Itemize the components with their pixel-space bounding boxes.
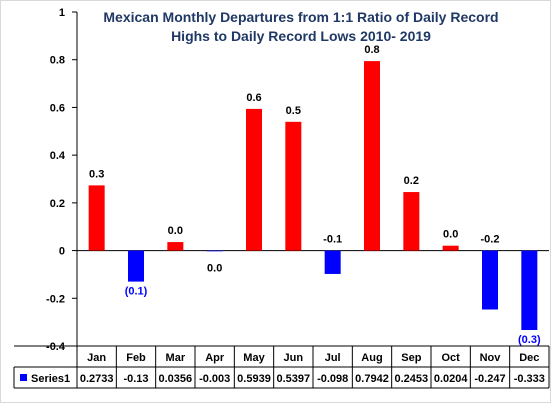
chart-title-line: Highs to Daily Record Lows 2010- 2019 xyxy=(171,28,431,44)
table-value-cell: -0.003 xyxy=(199,373,230,385)
category-label: Apr xyxy=(205,352,225,364)
table-value-cell: 0.5397 xyxy=(277,373,311,385)
legend-series-name: Series1 xyxy=(31,373,70,385)
table-value-cell: 0.5939 xyxy=(237,373,271,385)
y-tick-label: -0.2 xyxy=(46,293,65,305)
table-value-cell: -0.13 xyxy=(123,373,148,385)
bar-jul xyxy=(324,250,341,274)
bar-dec xyxy=(521,250,538,331)
category-label: Mar xyxy=(166,352,186,364)
y-tick-label: 0.6 xyxy=(50,102,65,114)
bar-jun xyxy=(285,121,302,251)
data-label: (0.1) xyxy=(125,286,148,298)
y-tick-label: 0.4 xyxy=(50,150,66,162)
data-label: 0.0 xyxy=(443,229,458,241)
y-tick-label: -0.4 xyxy=(46,341,66,353)
table-value-cell: 0.0204 xyxy=(434,373,469,385)
legend-key-swatch xyxy=(20,374,27,381)
data-label: 0.8 xyxy=(364,44,379,56)
table-value-cell: 0.0356 xyxy=(159,373,193,385)
category-label: Dec xyxy=(519,352,539,364)
table-value-cell: -0.333 xyxy=(514,373,545,385)
bar-nov xyxy=(482,250,498,310)
table-value-cell: 0.7942 xyxy=(355,373,389,385)
data-label: (0.3) xyxy=(518,334,541,346)
table-value-cell: 0.2733 xyxy=(80,373,114,385)
category-label: Jun xyxy=(284,352,304,364)
data-label: 0.3 xyxy=(89,168,104,180)
bar-jan xyxy=(88,185,105,251)
data-label: 0.2 xyxy=(404,175,419,187)
category-label: Nov xyxy=(480,352,502,364)
bar-oct xyxy=(442,245,459,251)
data-label: 0.0 xyxy=(207,263,222,275)
category-label: Oct xyxy=(441,352,460,364)
bar-sep xyxy=(403,192,420,251)
category-label: Aug xyxy=(361,352,382,364)
bar-apr xyxy=(206,250,223,252)
bar-aug xyxy=(364,61,380,251)
y-tick-label: 0.2 xyxy=(50,198,65,210)
bar-feb xyxy=(128,250,144,282)
y-tick-label: 0.8 xyxy=(50,55,65,67)
data-label: 0.0 xyxy=(168,225,183,237)
y-tick-label: 1 xyxy=(59,7,65,19)
category-label: May xyxy=(243,352,265,364)
table-value-cell: -0.247 xyxy=(474,373,505,385)
bar-mar xyxy=(167,242,184,251)
table-value-cell: 0.2453 xyxy=(395,373,429,385)
chart-title-line: Mexican Monthly Departures from 1:1 Rati… xyxy=(103,9,498,25)
category-label: Jul xyxy=(325,352,341,364)
data-label: 0.5 xyxy=(286,105,301,117)
category-label: Sep xyxy=(401,352,421,364)
bar-may xyxy=(246,108,262,251)
table-value-cell: -0.098 xyxy=(317,373,348,385)
category-label: Feb xyxy=(126,352,146,364)
data-label: 0.6 xyxy=(246,92,261,104)
category-label: Jan xyxy=(87,352,106,364)
data-label: -0.2 xyxy=(481,234,500,246)
y-tick-label: 0 xyxy=(59,246,65,258)
data-label: -0.1 xyxy=(323,234,342,246)
